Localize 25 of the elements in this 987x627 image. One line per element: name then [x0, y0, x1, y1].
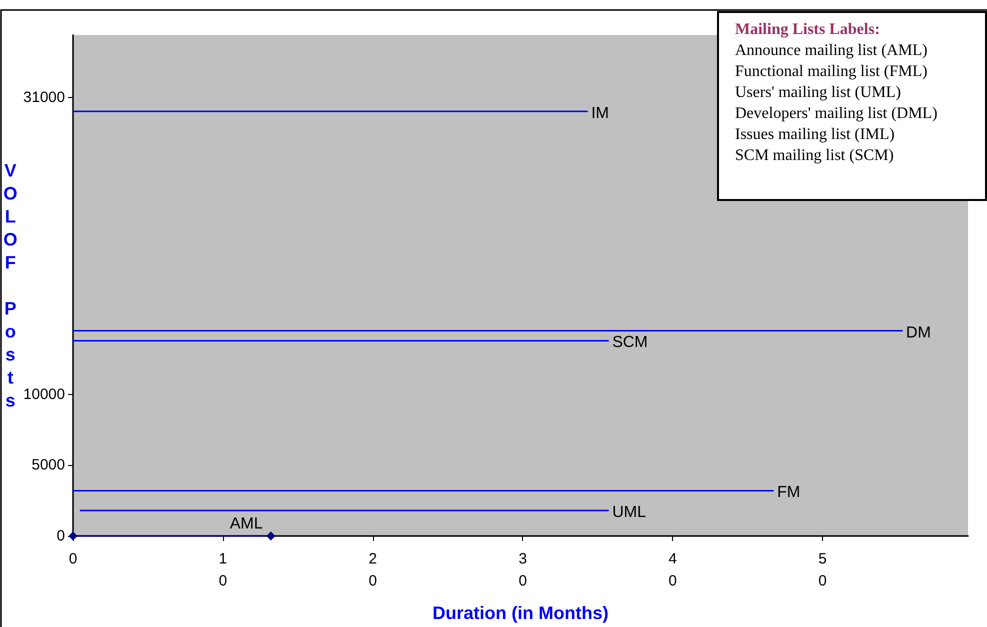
series-label: SCM — [612, 334, 648, 352]
series-label: AML — [230, 516, 263, 532]
y-tick-label: 31000 — [23, 88, 65, 106]
y-tick-label: 0 — [56, 528, 65, 544]
text: VOLOF Posts — [3, 160, 18, 410]
series-label: FM — [777, 484, 800, 502]
x-axis-title: Duration (in Months) — [432, 603, 608, 623]
x-tick-label: 0 — [68, 550, 78, 568]
y-tick-label: 10000 — [23, 386, 65, 403]
series-label: DM — [906, 324, 931, 342]
annotation: Announce mailing list (AML) — [734, 41, 928, 61]
annotation: Mailing Lists Labels: — [734, 20, 881, 40]
y-tick-label: 5000 — [32, 456, 65, 474]
annotation: Functional mailing list (FML) — [734, 62, 928, 82]
annotation: SCM mailing list (SCM) — [734, 146, 895, 166]
annotation: Developers' mailing list (DML) — [734, 104, 938, 124]
x-tick-label: 1 0 — [218, 550, 228, 590]
x-tick-label: 2 0 — [368, 550, 378, 590]
x-tick-label: 4 0 — [668, 550, 677, 590]
series-label: IM — [591, 104, 609, 122]
annotation: Issues mailing list (IML) — [734, 125, 896, 145]
series-label: UML — [612, 504, 646, 522]
x-tick-label: 5 0 — [818, 550, 827, 590]
x-tick-label: 3 0 — [518, 550, 527, 590]
annotation: Users' mailing list (UML) — [734, 83, 902, 103]
